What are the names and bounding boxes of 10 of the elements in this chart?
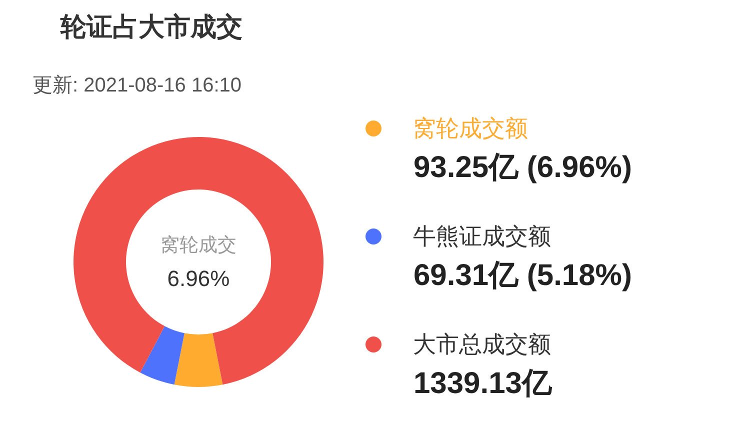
text: 窝轮成交 [160, 234, 236, 256]
data-label: 93.25亿 (6.96%) [414, 151, 632, 184]
data-label: 69.31亿 (5.18%) [414, 259, 632, 292]
legend-label: 窝轮成交额 [413, 114, 528, 142]
chart-subtitle: 更新: 2021-08-16 16:10 [32, 74, 242, 96]
legend-label: 牛熊证成交额 [413, 222, 551, 250]
legend-label: 大市总成交额 [413, 330, 551, 358]
chart-title: 轮证占大市成交 [60, 12, 242, 42]
data-label: 1339.13亿 [414, 367, 553, 400]
text: 6.96% [167, 266, 230, 291]
